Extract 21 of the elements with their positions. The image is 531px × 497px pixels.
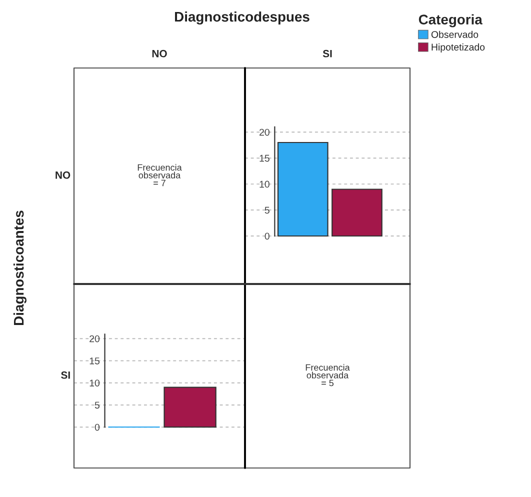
y-tick-label: 15 [260,154,270,162]
text: NO [152,50,167,58]
text: Frecuencia observada = 7 [138,164,182,186]
y-tick-label: 10 [260,180,270,188]
chart-subtitle: SI [322,50,332,58]
y-tick-label: 15 [90,358,100,364]
text: Diagnosticodespues [175,11,310,25]
y-tick-label: 5 [264,206,270,214]
text: Diagnosticoantes [13,210,27,325]
y-tick-label: 20 [90,335,100,342]
y-tick-label: 20 [260,128,270,136]
y-tick-label: 5 [94,402,100,409]
text: Frecuencia observada = 5 [306,364,350,386]
legend-label: Hipotetizado [432,43,485,52]
y-tick-label: 0 [94,424,100,431]
text: NO [56,171,70,179]
y-tick-label: 0 [264,232,270,240]
legend-label: Observado [431,30,478,38]
y-axis-title: SI [61,371,70,379]
y-tick-label: 10 [90,380,100,386]
legend-title: Categoria [418,14,482,28]
